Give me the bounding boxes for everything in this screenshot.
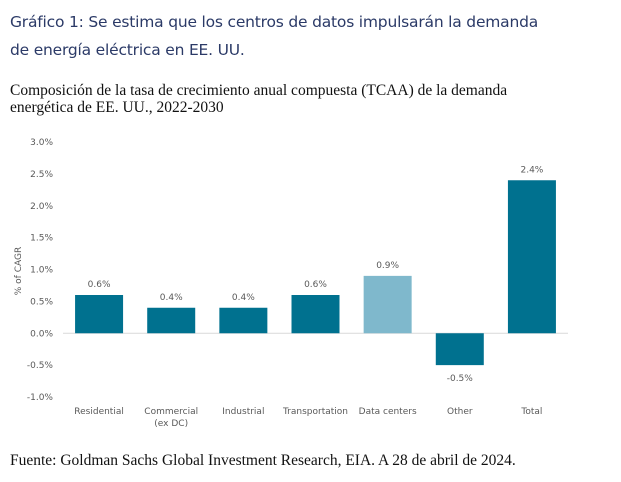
bar-chart: 3.0% 2.5% 2.0% 1.5% 1.0% 0.5% 0.0% -0.5% -1.0% %…	[14, 138, 568, 429]
data-label: -0.5%	[447, 374, 474, 384]
data-label: 0.9%	[376, 261, 399, 271]
y-tick-label: 0.5%	[30, 297, 53, 307]
data-label: 0.6%	[88, 280, 111, 290]
y-tick-label: 3.0%	[30, 138, 53, 148]
data-label: 2.4%	[520, 165, 543, 175]
data-label: 0.6%	[304, 280, 327, 290]
source-note: Fuente: Goldman Sachs Global Investment …	[10, 452, 516, 469]
data-labels-group: 0.6% 0.4% 0.4% 0.6% 0.9% -0.5% 2.4%	[88, 165, 544, 384]
data-label: 0.4%	[232, 293, 255, 303]
category-label: Industrial	[222, 407, 264, 417]
subtitle-line-2: energética de EE. UU., 2022-2030	[10, 99, 224, 116]
bar-commercial	[147, 307, 196, 334]
bar-data-centers	[363, 275, 412, 334]
bar-other	[435, 333, 484, 366]
data-label: 0.4%	[160, 293, 183, 303]
category-label: Data centers	[359, 407, 417, 417]
bar-industrial	[219, 307, 268, 334]
y-axis-label: % of CAGR	[14, 247, 24, 295]
y-tick-label: 2.5%	[30, 170, 53, 180]
bars-group	[75, 180, 556, 366]
y-tick-label: -1.0%	[27, 393, 54, 403]
subtitle-line-1: Composición de la tasa de crecimiento an…	[10, 82, 508, 99]
category-label: Total	[520, 407, 542, 417]
category-label: Transportation	[282, 407, 348, 417]
y-tick-label: 1.5%	[30, 234, 53, 244]
bar-residential	[75, 295, 124, 334]
category-label: (ex DC)	[154, 419, 188, 429]
y-tick-label: 0.0%	[30, 329, 53, 339]
headline-line-1: Gráfico 1: Se estima que los centros de …	[10, 13, 539, 31]
category-label: Commercial	[144, 407, 198, 417]
headline-line-2: de energía eléctrica en EE. UU.	[10, 41, 245, 59]
category-labels-group: Residential Commercial (ex DC) Industrial Tr…	[74, 407, 542, 429]
y-tick-label: 1.0%	[30, 266, 53, 276]
y-axis: 3.0% 2.5% 2.0% 1.5% 1.0% 0.5% 0.0% -0.5% -1.0%	[27, 138, 54, 403]
bar-transportation	[291, 295, 340, 334]
chart-subtitle: Composición de la tasa de crecimiento an…	[10, 82, 610, 116]
category-label: Residential	[74, 407, 124, 417]
category-label: Other	[447, 407, 473, 417]
chart-headline: Gráfico 1: Se estima que los centros de …	[10, 8, 610, 64]
y-tick-label: 2.0%	[30, 202, 53, 212]
y-tick-label: -0.5%	[27, 361, 54, 371]
bar-total	[507, 180, 556, 334]
